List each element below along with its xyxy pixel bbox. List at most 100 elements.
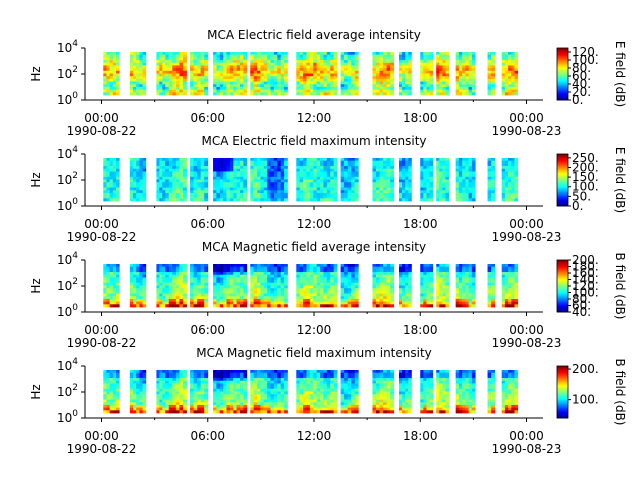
spectrogram-cell [179, 180, 183, 183]
spectrogram-cell [110, 299, 114, 302]
spectrogram-cell [351, 79, 355, 82]
y-tick-label: 104 [57, 145, 78, 161]
spectrogram-cell [274, 291, 278, 294]
spectrogram-cell [277, 180, 281, 183]
spectrogram-cell [306, 188, 310, 191]
spectrogram-cell [264, 169, 268, 172]
spectrogram-cell [281, 63, 285, 66]
spectrogram-cell [405, 196, 409, 199]
spectrogram-cell [351, 275, 355, 278]
spectrogram-cell [194, 304, 198, 307]
spectrogram-cell [156, 394, 159, 397]
spectrogram-cell [383, 60, 387, 63]
spectrogram-cell [233, 79, 237, 82]
spectrogram-cell [390, 169, 394, 172]
spectrogram-cell [383, 65, 387, 68]
spectrogram-cell [423, 71, 427, 74]
spectrogram-cell [169, 163, 173, 166]
spectrogram-cell [165, 158, 169, 161]
spectrogram-cell [233, 193, 237, 196]
spectrogram-cell [183, 177, 187, 180]
spectrogram-cell [317, 68, 321, 71]
spectrogram-cell [472, 84, 476, 87]
spectrogram-cell [204, 65, 208, 68]
spectrogram-cell [190, 283, 194, 286]
spectrogram-cell [257, 169, 261, 172]
spectrogram-cell [284, 267, 288, 270]
spectrogram-cell [139, 370, 143, 373]
spectrogram-cell [334, 169, 338, 172]
spectrogram-cell [330, 185, 334, 188]
spectrogram-cell [459, 158, 463, 161]
spectrogram-cell [405, 294, 409, 297]
spectrogram-cell [469, 90, 473, 93]
spectrogram-cell [130, 286, 134, 289]
spectrogram-cell [230, 180, 234, 183]
spectrogram-cell [250, 286, 254, 289]
spectrogram-cell [213, 272, 217, 275]
spectrogram-cell [330, 302, 334, 305]
spectrogram-cell [296, 304, 300, 307]
spectrogram-cell [317, 267, 321, 270]
spectrogram-cell [445, 291, 449, 294]
spectrogram-cell [240, 92, 244, 95]
spectrogram-cell [159, 386, 162, 389]
spectrogram-cell [405, 302, 409, 305]
spectrogram-cell [113, 92, 117, 95]
spectrogram-cell [439, 291, 443, 294]
spectrogram-cell [306, 171, 310, 174]
spectrogram-cell [426, 71, 430, 74]
spectrogram-cell [216, 158, 220, 161]
spectrogram-cell [310, 177, 314, 180]
spectrogram-cell [190, 63, 194, 66]
spectrogram-cell [156, 294, 159, 297]
spectrogram-cell [420, 264, 424, 267]
spectrogram-cell [254, 163, 258, 166]
spectrogram-cell [143, 92, 147, 95]
spectrogram-cell [213, 264, 217, 267]
spectrogram-cell [300, 267, 304, 270]
spectrogram-cell [341, 177, 345, 180]
spectrogram-cell [267, 272, 271, 275]
spectrogram-cell [426, 82, 430, 85]
spectrogram-cell [303, 57, 307, 60]
spectrogram-cell [204, 71, 208, 74]
spectrogram-cell [237, 275, 241, 278]
spectrogram-cell [320, 299, 324, 302]
spectrogram-cell [508, 71, 512, 74]
spectrogram-cell [130, 302, 134, 305]
spectrogram-cell [303, 190, 307, 193]
spectrogram-cell [320, 63, 324, 66]
spectrogram-cell [303, 286, 307, 289]
spectrogram-cell [271, 71, 275, 74]
spectrogram-cell [423, 52, 427, 55]
spectrogram-cell [405, 79, 409, 82]
spectrogram-cell [260, 190, 264, 193]
spectrogram-cell [216, 171, 220, 174]
spectrogram-cell [213, 52, 217, 55]
spectrogram-cell [300, 55, 304, 58]
spectrogram-cell [327, 280, 331, 283]
spectrogram-cell [383, 294, 387, 297]
spectrogram-cell [264, 280, 268, 283]
spectrogram-cell [230, 177, 234, 180]
spectrogram-cell [383, 82, 387, 85]
spectrogram-cell [383, 87, 387, 90]
spectrogram-cell [341, 267, 345, 270]
spectrogram-cell [136, 90, 140, 93]
spectrogram-cell [260, 182, 264, 185]
spectrogram-cell [372, 63, 376, 66]
spectrogram-cell [323, 264, 327, 267]
spectrogram-cell [281, 55, 285, 58]
spectrogram-cell [442, 193, 446, 196]
spectrogram-cell [201, 169, 205, 172]
spectrogram-cell [220, 269, 224, 272]
spectrogram-cell [317, 74, 321, 77]
spectrogram-cell [250, 60, 254, 63]
spectrogram-cell [472, 87, 476, 90]
spectrogram-cell [230, 277, 234, 280]
spectrogram-cell [143, 90, 147, 93]
spectrogram-cell [183, 71, 187, 74]
spectrogram-cell [436, 269, 440, 272]
spectrogram-cell [223, 198, 227, 201]
